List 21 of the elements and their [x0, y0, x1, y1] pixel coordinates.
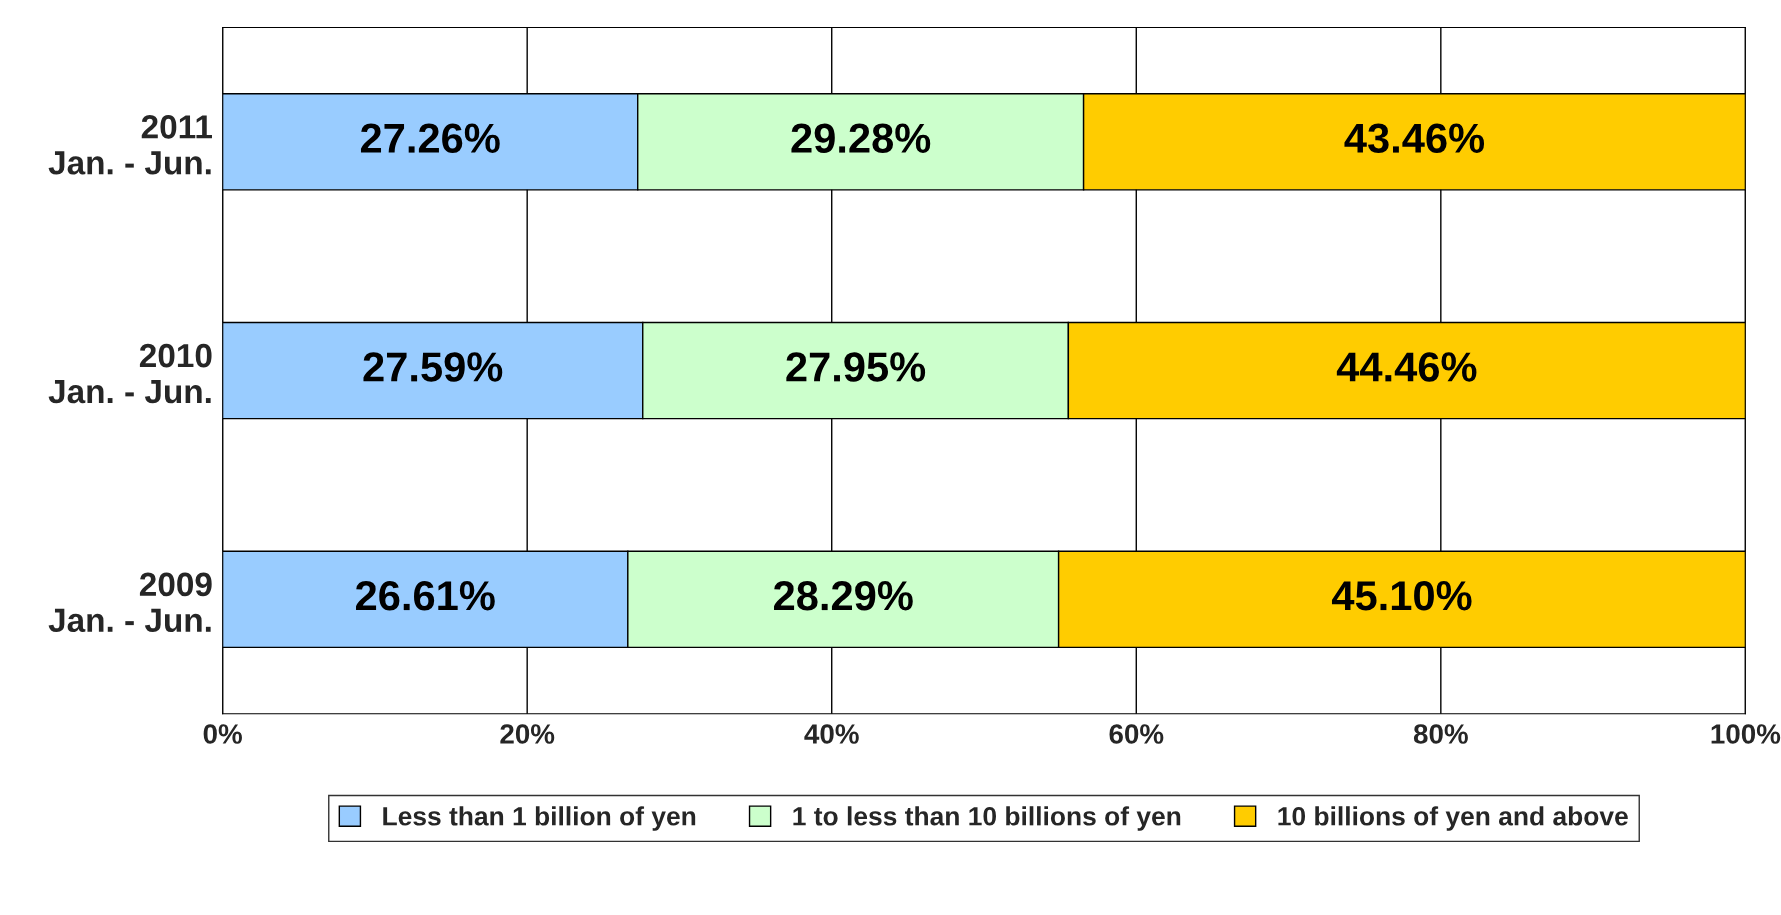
x-tick-label: 20%: [500, 724, 555, 744]
x-tick-label: 40%: [804, 724, 859, 744]
data-label: 27.26%: [360, 123, 500, 154]
data-label: 28.29%: [774, 581, 913, 611]
data-label: 26.61%: [356, 581, 495, 611]
legend-label: 1 to less than 10 billions of yen: [793, 806, 1181, 831]
data-label: 27.95%: [786, 352, 926, 382]
x-tick-label: 60%: [1109, 724, 1164, 744]
y-tick-label: 2011 Jan. - Jun.: [48, 115, 212, 175]
data-label: 43.46%: [1344, 123, 1485, 154]
data-label: 27.59%: [363, 352, 503, 382]
data-label: 44.46%: [1336, 352, 1477, 382]
x-tick-label: 0%: [203, 724, 242, 744]
data-label: 29.28%: [791, 123, 931, 154]
y-tick-label: 2009 Jan. - Jun.: [48, 572, 212, 633]
x-tick-label: 80%: [1413, 724, 1468, 744]
legend-label: Less than 1 billion of yen: [383, 806, 696, 831]
data-label: 45.10%: [1331, 581, 1472, 611]
x-tick-label: 100%: [1711, 724, 1781, 744]
legend-label: 10 billions of yen and above: [1278, 806, 1628, 831]
y-tick-label: 2010 Jan. - Jun.: [48, 343, 212, 404]
